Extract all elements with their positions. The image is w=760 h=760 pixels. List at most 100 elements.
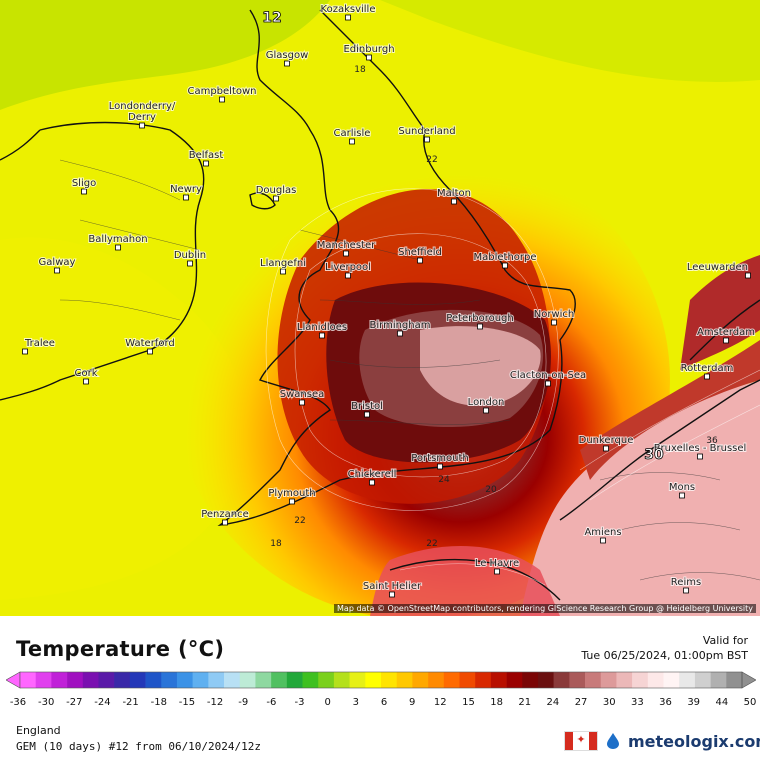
colorbar-tick-label: 24 [546,697,560,708]
city-label: Tralee [24,338,55,349]
city-marker [600,537,606,544]
canada-flag-icon: ✦ [564,731,598,751]
colorbar-cell [208,672,225,688]
city-label: Kozaksville [321,4,376,15]
city-label: Peterborough [446,313,514,324]
brand[interactable]: ✦ meteologix.com [564,730,760,752]
city-marker [704,373,710,380]
city-marker [483,407,489,414]
city-label: Waterford [125,338,174,349]
colorbar-cell [428,672,445,688]
contour-value-label: 18 [270,539,282,549]
colorbar-tick-label: -15 [178,697,196,708]
colorbar-cell [506,672,523,688]
colorbar-cell [365,672,382,688]
temperature-colorbar [6,671,756,689]
city-marker [745,272,751,279]
colorbar-cell [632,672,649,688]
colorbar-cell [553,672,570,688]
colorbar-cell [569,672,586,688]
city-label: Mons [669,482,695,493]
colorbar-cell [129,672,146,688]
colorbar-cell [51,672,68,688]
city-marker [54,267,60,274]
contour-value-label: 30 [644,447,664,463]
colorbar-cell [67,672,84,688]
city-marker [289,498,295,505]
city-marker [417,257,423,264]
city-marker [369,479,375,486]
city-label: Sunderland [398,126,455,137]
colorbar-tick-label: 39 [687,697,701,708]
colorbar-cell [161,672,178,688]
city-marker [222,519,228,526]
contour-value-label: 22 [426,155,437,165]
city-marker [81,188,87,195]
colorbar-tick-label: -9 [238,697,249,708]
city-marker [424,136,430,143]
city-label: Mablethorpe [473,252,536,263]
colorbar-tick-label: -6 [266,697,277,708]
city-marker [284,60,290,67]
colorbar-tick-label: 9 [408,697,416,708]
map-canvas: Kozaksville Edinburgh Glasgow Campbeltown Lo… [0,0,760,616]
city-label: Reims [671,577,701,588]
city-label: Sligo [72,178,96,189]
hot-peak [420,326,541,406]
city-marker [147,348,153,355]
city-label: Londonderry/Derry [109,101,176,123]
city-marker [551,319,557,326]
city-label: Edinburgh [343,44,394,55]
colorbar-tick-label: -36 [9,697,27,708]
contour-value-label: 36 [706,436,718,446]
colorbar-tick-label: -12 [206,697,224,708]
colorbar-cell [302,672,319,688]
contour-value-label: 12 [262,10,281,26]
city-marker [219,96,225,103]
city-marker [494,568,500,575]
city-marker [723,337,729,344]
city-marker [203,160,209,167]
colorbar-tick-label: -3 [294,697,305,708]
city-marker [366,54,372,61]
colorbar-tick-label: 44 [715,697,729,708]
meteologix-logo-icon [607,733,619,749]
city-marker [545,380,551,387]
model-run-label: GEM (10 days) #12 from 06/10/2024/12z [16,740,262,753]
colorbar-cell [459,672,476,688]
city-marker [679,492,685,499]
colorbar-cell [145,672,162,688]
region-label: England [16,724,61,737]
city-marker [397,330,403,337]
city-label: Swansea [280,389,324,400]
colorbar-cell [224,672,241,688]
city-marker [280,268,286,275]
colorbar-cell [443,672,460,688]
city-label: Campbeltown [187,86,256,97]
city-label: Norwich [534,309,575,320]
colorbar-cell [98,672,115,688]
colorbar-cell [286,672,303,688]
colorbar-cell [114,672,131,688]
temperature-map[interactable]: Kozaksville Edinburgh Glasgow Campbeltown Lo… [0,0,760,616]
colorbar-cell [616,672,633,688]
colorbar-tick-label: 50 [743,697,757,708]
colorbar-tick-label: 30 [602,697,616,708]
colorbar-tick-label: -27 [66,697,83,708]
colorbar-min-arrow [6,671,21,689]
colorbar-cell [35,672,52,688]
colorbar-tick-label: 3 [352,697,360,708]
colorbar-cell [475,672,492,688]
city-label: Amsterdam [697,327,755,338]
city-label: Ballymahon [88,234,147,245]
city-marker [364,411,370,418]
colorbar-cell [726,672,743,688]
colorbar-tick-label: 18 [490,697,503,708]
city-marker [299,399,305,406]
colorbar-cell [176,672,193,688]
colorbar-tick-label: 33 [631,697,644,708]
city-label: Manchester [317,240,376,251]
city-label: Douglas [256,185,297,196]
city-marker [183,194,189,201]
city-label: Carlisle [334,128,371,139]
